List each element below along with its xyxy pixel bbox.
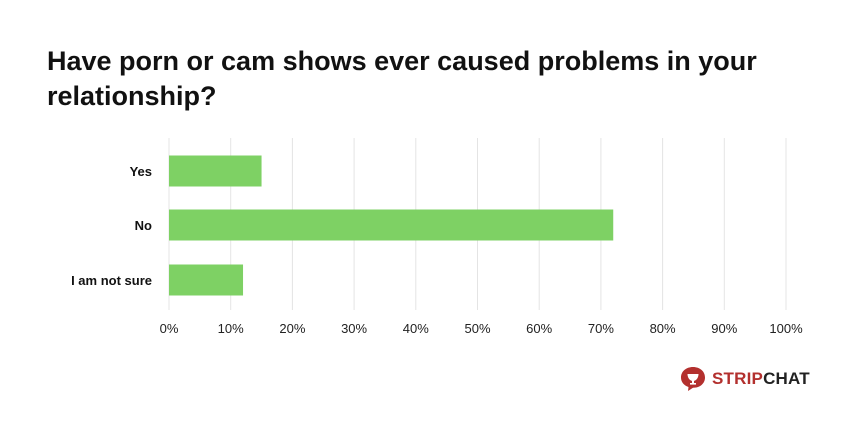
category-labels: Yes No I am not sure <box>71 164 152 288</box>
chart-title: Have porn or cam shows ever caused probl… <box>47 46 757 111</box>
category-label: I am not sure <box>71 273 152 288</box>
brand-name-part2: CHAT <box>763 369 810 388</box>
stripchat-logo: STRIPCHAT <box>680 366 810 392</box>
x-tick-label: 90% <box>711 321 737 336</box>
x-axis-ticks: 0% 10% 20% 30% 40% 50% 60% 70% 80% 90% 100% <box>160 321 803 336</box>
x-tick-label: 20% <box>279 321 305 336</box>
x-tick-label: 80% <box>650 321 676 336</box>
brand-name-part1: STRIP <box>712 369 764 388</box>
x-tick-label: 30% <box>341 321 367 336</box>
stripchat-logo-icon <box>681 367 705 391</box>
bar-no <box>169 209 614 241</box>
bar-yes <box>169 155 262 187</box>
x-tick-label: 40% <box>403 321 429 336</box>
bar-i-am-not-sure <box>169 264 244 296</box>
x-tick-label: 0% <box>160 321 179 336</box>
x-tick-label: 10% <box>218 321 244 336</box>
category-label: No <box>135 218 152 233</box>
x-tick-label: 70% <box>588 321 614 336</box>
bars <box>169 155 614 296</box>
x-tick-label: 60% <box>526 321 552 336</box>
category-label: Yes <box>130 164 152 179</box>
x-tick-label: 50% <box>464 321 490 336</box>
x-tick-label: 100% <box>769 321 803 336</box>
